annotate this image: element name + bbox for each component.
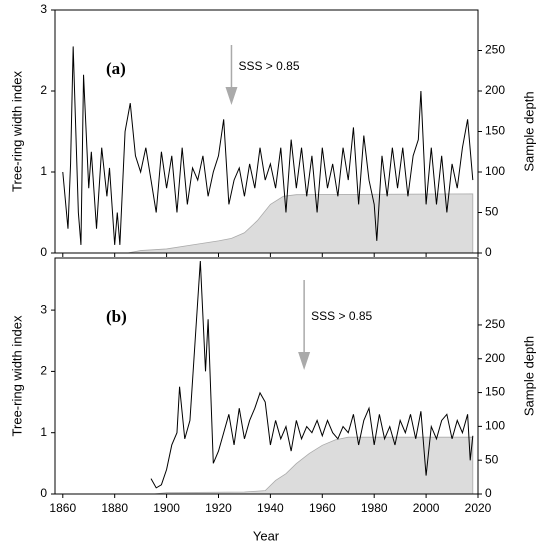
x-tick-label: 2020 bbox=[465, 501, 492, 515]
annotation: SSS > 0.85 bbox=[238, 59, 299, 73]
panel-label: (b) bbox=[106, 307, 127, 326]
y2-tick-label: 0 bbox=[485, 245, 492, 259]
y2-tick-label: 50 bbox=[485, 205, 499, 219]
y-tick-label: 2 bbox=[40, 364, 47, 378]
arrow-head bbox=[225, 87, 238, 105]
y2-tick-label: 200 bbox=[485, 351, 505, 365]
y-tick-label: 1 bbox=[40, 164, 47, 178]
y2-axis-title: Sample depth bbox=[521, 91, 536, 171]
annotation: SSS > 0.85 bbox=[311, 309, 372, 323]
plot-frame bbox=[54, 257, 479, 495]
y2-tick-label: 150 bbox=[485, 385, 505, 399]
x-tick-label: 2000 bbox=[413, 501, 440, 515]
y2-tick-label: 100 bbox=[485, 419, 505, 433]
y-tick-label: 3 bbox=[40, 302, 47, 316]
x-tick-label: 1900 bbox=[153, 501, 180, 515]
y2-tick-label: 50 bbox=[485, 452, 499, 466]
arrow-head bbox=[298, 352, 311, 370]
y-tick-label: 2 bbox=[40, 83, 47, 97]
x-tick-label: 1980 bbox=[361, 501, 388, 515]
x-tick-label: 1920 bbox=[205, 501, 232, 515]
y2-axis-title: Sample depth bbox=[521, 336, 536, 416]
y-axis-title: Tree-ring width index bbox=[9, 315, 24, 436]
y2-tick-label: 250 bbox=[485, 43, 505, 57]
y-tick-label: 1 bbox=[40, 425, 47, 439]
y2-tick-label: 250 bbox=[485, 317, 505, 331]
x-axis-title: Year bbox=[253, 528, 280, 543]
x-tick-label: 1880 bbox=[101, 501, 128, 515]
x-tick-label: 1960 bbox=[309, 501, 336, 515]
y-tick-label: 0 bbox=[40, 245, 47, 259]
index-line bbox=[150, 261, 474, 489]
y2-tick-label: 150 bbox=[485, 124, 505, 138]
y2-tick-label: 0 bbox=[485, 486, 492, 500]
y-axis-title: Tree-ring width index bbox=[9, 71, 24, 192]
y-tick-label: 3 bbox=[40, 2, 47, 16]
index-line bbox=[62, 46, 474, 245]
x-tick-label: 1860 bbox=[49, 501, 76, 515]
x-tick-label: 1940 bbox=[257, 501, 284, 515]
y2-tick-label: 200 bbox=[485, 83, 505, 97]
y2-tick-label: 100 bbox=[485, 164, 505, 178]
panel-label: (a) bbox=[106, 59, 126, 78]
sample-depth-area bbox=[127, 193, 474, 254]
y-tick-label: 0 bbox=[40, 486, 47, 500]
